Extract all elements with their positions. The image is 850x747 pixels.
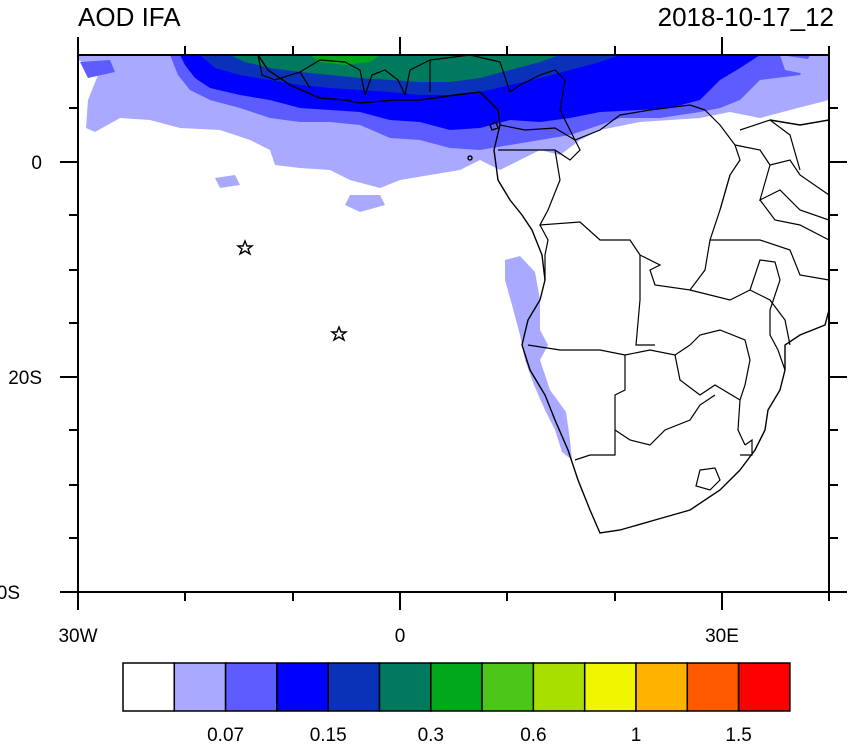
border (404, 59, 431, 96)
aod-patch (345, 195, 385, 212)
y-tick-label-20s: 20S (8, 368, 42, 389)
border (539, 224, 549, 280)
border (559, 79, 706, 141)
aod-band-teal (230, 55, 560, 82)
y-tick-label-40s: 40S (0, 583, 20, 604)
border (527, 344, 691, 356)
colorbar-box (737, 662, 791, 712)
border (710, 239, 829, 281)
x-tick-label-30e: 30E (705, 626, 739, 647)
colorbar-box (224, 662, 278, 712)
colorbar-label: 0.07 (207, 725, 244, 746)
aod-patch (215, 175, 240, 188)
aod-patch (80, 60, 115, 78)
border (257, 55, 311, 89)
sao-tome-island (467, 155, 473, 161)
colorbar-box (635, 662, 689, 712)
lesotho-border (695, 467, 721, 491)
aod-patch (780, 55, 815, 75)
border (498, 124, 581, 161)
border (740, 438, 753, 456)
colorbar-label: 1 (631, 725, 642, 746)
colorbar-label: 1.5 (725, 725, 751, 746)
colorbar-label: 0.15 (310, 725, 347, 746)
star-markers (235, 239, 349, 342)
colorbar-box (430, 662, 483, 712)
colorbar-label: 0.3 (418, 725, 444, 746)
border (689, 289, 791, 346)
bioko-island (489, 121, 499, 131)
axis-ticks (60, 37, 847, 610)
aod-field (78, 55, 829, 460)
border (734, 144, 829, 221)
coastlines (257, 55, 829, 534)
border (509, 69, 566, 93)
border (689, 329, 751, 446)
border (749, 259, 781, 311)
border (759, 199, 829, 241)
border (769, 159, 829, 196)
colorbar-box (583, 662, 637, 712)
map-title: AOD IFA (78, 2, 181, 32)
colorbar-box (276, 662, 329, 712)
africa-coastline (257, 55, 829, 534)
border (299, 59, 366, 96)
colorbar-box (122, 662, 176, 712)
border (769, 310, 786, 371)
aod-coastal-plume (505, 256, 572, 460)
colorbar-box (378, 662, 432, 712)
country-borders (257, 55, 829, 491)
border (574, 355, 626, 461)
y-tick-label-0: 0 (31, 153, 42, 174)
border (538, 149, 731, 291)
border (739, 119, 801, 171)
colorbar-box (173, 662, 227, 712)
colorbar: 0.07 0.15 0.3 0.6 1 1.5 (122, 662, 791, 746)
border (429, 55, 511, 93)
border (674, 354, 741, 401)
border (635, 255, 655, 346)
star-icon (235, 239, 255, 256)
border (364, 69, 406, 96)
colorbar-box (532, 662, 586, 712)
colorbar-box (686, 662, 740, 712)
border (614, 394, 716, 446)
africa-east-coast (769, 119, 829, 126)
colorbar-box (481, 662, 535, 712)
map-datetime: 2018-10-17_12 (657, 2, 834, 32)
star-icon (329, 325, 349, 342)
x-tick-label-0: 0 (395, 626, 406, 647)
border (704, 109, 741, 211)
aod-band-green (310, 55, 380, 65)
x-tick-label-30w: 30W (58, 626, 97, 647)
colorbar-label: 0.6 (520, 725, 546, 746)
colorbar-box (327, 662, 381, 712)
